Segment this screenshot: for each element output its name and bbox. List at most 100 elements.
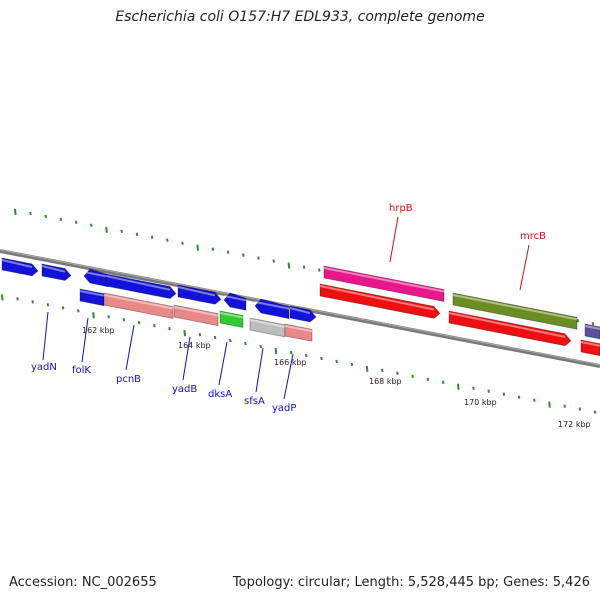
feature-track (1, 257, 600, 357)
cds-feature-shine (289, 307, 311, 315)
cds-feature-shine (319, 285, 435, 311)
outer-tick (318, 268, 321, 272)
inner-tick (305, 353, 308, 358)
scale-label: 164 kbp (178, 341, 211, 350)
scale-label: 170 kbp (464, 398, 497, 407)
cds-feature (289, 305, 317, 323)
inner-tick (198, 332, 202, 337)
cds-feature (41, 263, 72, 281)
cds-feature-shine (1, 259, 33, 269)
inner-tick (350, 362, 354, 367)
inner-tick (457, 383, 460, 390)
genome-summary-text: Topology: circular; Length: 5,528,445 bp… (232, 575, 590, 590)
outer-tick (257, 256, 260, 260)
gene-label: yadP (272, 403, 296, 414)
gene-label: mrcB (520, 231, 546, 242)
inner-tick (92, 312, 95, 319)
inner-tick (122, 318, 126, 322)
inner-tick (563, 404, 566, 408)
cds-feature-shine (177, 286, 216, 297)
inner-tick (168, 326, 171, 331)
cds-feature-shine (173, 306, 219, 317)
outer-tick (44, 214, 47, 219)
inner-tick (365, 365, 369, 372)
inner-tick (153, 323, 156, 328)
cds-feature-shine (580, 341, 600, 347)
inner-tick (77, 309, 80, 313)
outer-tick (272, 259, 275, 263)
cds-feature-shine (323, 267, 445, 293)
cds-feature-shine (105, 275, 171, 291)
cds-feature (79, 288, 105, 307)
callout-line (255, 347, 264, 393)
outer-tick (135, 232, 139, 236)
inner-tick (213, 335, 217, 340)
inner-tick (411, 374, 414, 379)
scale-label: 166 kbp (274, 358, 307, 367)
scale-label: 168 kbp (369, 377, 402, 386)
outer-tick (226, 250, 230, 254)
gene-label: yadN (31, 362, 57, 373)
cds-feature (448, 310, 572, 347)
gene-label: yadB (172, 384, 197, 395)
outer-tick (287, 262, 291, 269)
cds-feature (584, 323, 600, 340)
inner-tick (107, 315, 110, 319)
gene-labels: yadN folK pcnB yadB dksA sfsA yadP hrpB mrcB (31, 203, 546, 414)
cds-feature-shine (452, 294, 578, 321)
inner-tick-ring (1, 294, 597, 414)
inner-tick (578, 407, 582, 411)
callout-line (283, 353, 294, 400)
cds-feature-shine (448, 312, 566, 338)
callout-line (218, 341, 228, 386)
callout-line (519, 244, 530, 291)
callout-line (389, 216, 399, 263)
outer-tick (74, 220, 78, 225)
callout-line (42, 311, 49, 361)
cds-feature (177, 284, 222, 305)
outer-tick (166, 238, 169, 242)
cds-feature-shine (83, 271, 109, 278)
inner-tick (274, 347, 278, 355)
scale-labels: 162 kbp 164 kbp 166 kbp 168 kbp 170 kbp 172 k… (82, 326, 591, 429)
inner-tick (183, 330, 186, 337)
outer-tick (14, 208, 17, 216)
cds-feature (173, 304, 219, 327)
inner-tick (502, 392, 506, 396)
callout-line (81, 317, 89, 363)
inner-tick (426, 377, 430, 382)
inner-tick (517, 395, 521, 399)
cds-feature (319, 283, 441, 319)
cds-feature-shine (284, 325, 313, 333)
backbone-highlight (0, 249, 600, 366)
outer-tick (105, 226, 108, 233)
outer-tick (576, 318, 579, 323)
inner-tick (381, 368, 384, 373)
inner-tick (396, 371, 399, 376)
inner-tick (46, 303, 50, 307)
cds-feature-shine (103, 294, 174, 310)
inner-tick (487, 389, 490, 393)
outer-tick (29, 211, 32, 216)
cds-feature (103, 292, 174, 320)
outer-tick (302, 265, 306, 269)
inner-tick (61, 306, 65, 310)
inner-tick (441, 380, 445, 384)
outer-tick (211, 247, 215, 251)
cds-feature (105, 273, 177, 299)
outer-tick (59, 217, 63, 222)
gene-label: sfsA (244, 396, 265, 407)
cds-feature (254, 298, 290, 320)
inner-tick (244, 341, 247, 346)
scale-label: 172 kbp (558, 420, 591, 429)
inner-tick (548, 401, 551, 408)
inner-tick (335, 359, 338, 364)
cds-feature-shine (79, 290, 105, 297)
inner-tick (1, 294, 4, 301)
inner-tick (137, 321, 141, 325)
label-callouts (42, 216, 530, 400)
cds-feature-shine (254, 301, 290, 310)
cds-feature (1, 257, 39, 277)
inner-tick (320, 356, 323, 361)
